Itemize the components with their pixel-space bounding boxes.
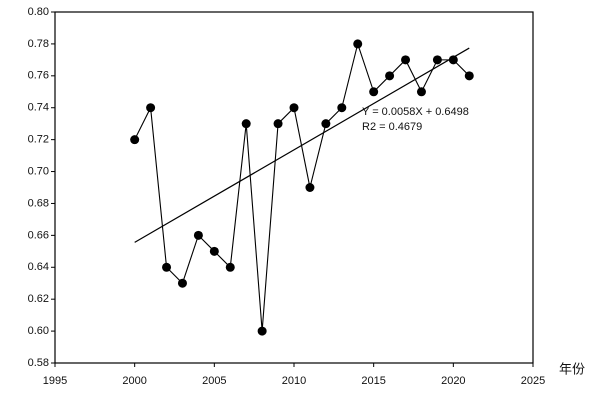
y-tick-label: 0.74 [28, 102, 49, 114]
y-tick-label: 0.70 [28, 165, 49, 177]
data-point [177, 278, 187, 288]
data-point [257, 326, 267, 336]
x-tick-label: 1995 [43, 375, 67, 387]
x-tick-label: 2020 [441, 375, 465, 387]
data-line [134, 41, 470, 332]
x-tick-label: 2015 [361, 375, 385, 387]
y-tick-label: 0.60 [28, 325, 49, 337]
data-point [337, 103, 347, 113]
plot-frame [54, 11, 534, 364]
x-tick-label: 2000 [122, 375, 146, 387]
y-tick-label: 0.76 [28, 70, 49, 82]
data-point [130, 135, 140, 145]
y-tick-label: 0.62 [28, 293, 49, 305]
data-point [225, 262, 235, 272]
data-point [321, 119, 331, 129]
data-point [385, 71, 395, 81]
data-point [146, 103, 156, 113]
y-tick-label: 0.58 [28, 357, 49, 369]
y-tick-label: 0.68 [28, 197, 49, 209]
data-point [209, 246, 219, 256]
data-point [448, 55, 458, 65]
y-tick-label: 0.80 [28, 6, 49, 18]
data-point [289, 103, 299, 113]
data-point [273, 119, 283, 129]
data-point [401, 55, 411, 65]
y-tick-label: 0.64 [28, 261, 49, 273]
data-point [162, 262, 172, 272]
data-point [416, 87, 426, 97]
y-tick-label: 0.78 [28, 38, 49, 50]
data-point [241, 119, 251, 129]
x-axis-label: 年份 [559, 361, 585, 376]
data-point [305, 183, 315, 192]
data-point [193, 230, 203, 240]
data-point [369, 87, 379, 97]
annotation: Y = 0.0058X + 0.6498 [362, 106, 469, 118]
data-point [464, 71, 474, 81]
annotation: R2 = 0.4679 [362, 121, 422, 133]
x-tick-label: 2005 [202, 375, 226, 387]
y-tick-label: 0.66 [28, 229, 49, 241]
x-tick-label: 2010 [282, 375, 306, 387]
x-tick-label: 2025 [521, 375, 545, 387]
data-point [353, 39, 363, 49]
y-tick-label: 0.72 [28, 134, 49, 146]
data-point [432, 55, 442, 65]
